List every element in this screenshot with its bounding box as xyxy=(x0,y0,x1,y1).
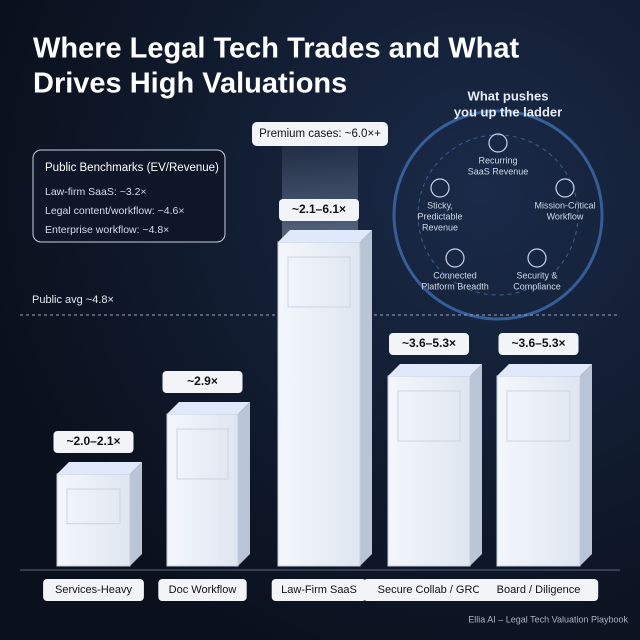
ladder-item: Predictable xyxy=(417,211,462,221)
pillar-label-box xyxy=(271,579,367,601)
ladder-icon xyxy=(527,248,547,268)
title: Drives High Valuations xyxy=(33,68,347,100)
multiple-box xyxy=(389,333,469,355)
pillar-panel xyxy=(176,428,229,480)
pillar-side xyxy=(238,402,250,566)
ladder-icon xyxy=(488,133,508,153)
multiple-label: ~3.6–5.3× xyxy=(511,336,565,350)
ladder-item: Connected xyxy=(433,270,477,280)
ladder-title: What pushes xyxy=(468,88,549,103)
pillar-top xyxy=(57,462,142,474)
benchmarks-box xyxy=(32,149,226,243)
pillar-front xyxy=(496,375,581,567)
pillar-label-box xyxy=(158,579,247,601)
pillar-panel xyxy=(397,390,461,442)
inner-ring xyxy=(417,134,579,296)
pillar-label: Board / Diligence xyxy=(497,584,581,596)
premium-label: Premium cases: ~6.0×+ xyxy=(259,128,381,140)
multiple-label: ~2.0–2.1× xyxy=(66,434,120,448)
pillar-front xyxy=(166,413,239,567)
multiple-box xyxy=(53,431,134,453)
pillar-side xyxy=(130,462,142,566)
ladder-item: Security & xyxy=(516,270,557,280)
multiple-label: ~2.9× xyxy=(187,374,218,388)
multiple-label: ~2.1–6.1× xyxy=(292,202,346,216)
pillar-front xyxy=(56,473,131,567)
benchmarks-title: Public Benchmarks (EV/Revenue) xyxy=(45,162,219,174)
ladder-title: you up the ladder xyxy=(454,104,562,119)
pillar-panel xyxy=(287,256,351,308)
ring xyxy=(392,109,604,321)
premium-box xyxy=(252,122,388,146)
benchmark-line: Law-firm SaaS: ~3.2× xyxy=(45,186,147,198)
ladder-item: Compliance xyxy=(513,281,561,291)
multiple-box xyxy=(162,371,243,393)
ladder-icon xyxy=(555,178,575,198)
multiple-box xyxy=(498,333,579,355)
ladder-item: Recurring xyxy=(478,155,517,165)
public-avg: Public avg ~4.8× xyxy=(32,294,114,306)
ladder-item: Workflow xyxy=(547,211,584,221)
pillar-top xyxy=(278,230,372,242)
pillar-label: Services-Heavy xyxy=(55,584,133,596)
pillar-top xyxy=(388,364,482,376)
pillar-top xyxy=(497,364,592,376)
pillar-label: Secure Collab / GRC xyxy=(378,584,481,596)
pillar-front xyxy=(387,375,471,567)
pillar-label: Law-Firm SaaS xyxy=(281,584,357,596)
pillar-top xyxy=(167,402,250,414)
ladder-item: SaaS Revenue xyxy=(468,166,529,176)
ladder-icon xyxy=(445,248,465,268)
pillar-label: Doc Workflow xyxy=(169,584,237,596)
title: Where Legal Tech Trades and What xyxy=(33,33,519,65)
pillar-label-box xyxy=(363,579,495,601)
ladder-item: Mission-Critical xyxy=(534,200,595,210)
pillar-panel xyxy=(506,390,571,442)
pillar-panel xyxy=(66,488,121,525)
pillar-front xyxy=(277,241,361,567)
ladder-item: Platform Breadth xyxy=(421,281,489,291)
multiple-label: ~3.6–5.3× xyxy=(402,336,456,350)
ladder-icon xyxy=(430,178,450,198)
pillar-side xyxy=(360,230,372,566)
benchmark-line: Legal content/workflow: ~4.6× xyxy=(45,205,185,217)
multiple-box xyxy=(279,199,359,221)
footer: Ellia AI – Legal Tech Valuation Playbook xyxy=(468,614,628,624)
pillar-side xyxy=(580,364,592,566)
pillar-label-box xyxy=(478,579,599,601)
ladder-item: Sticky, xyxy=(427,200,453,210)
ladder-item: Revenue xyxy=(422,222,458,232)
benchmark-line: Enterprise workflow: ~4.8× xyxy=(45,224,169,236)
pillar-side xyxy=(470,364,482,566)
pillar-label-box xyxy=(43,579,144,601)
spotlight xyxy=(282,140,358,240)
